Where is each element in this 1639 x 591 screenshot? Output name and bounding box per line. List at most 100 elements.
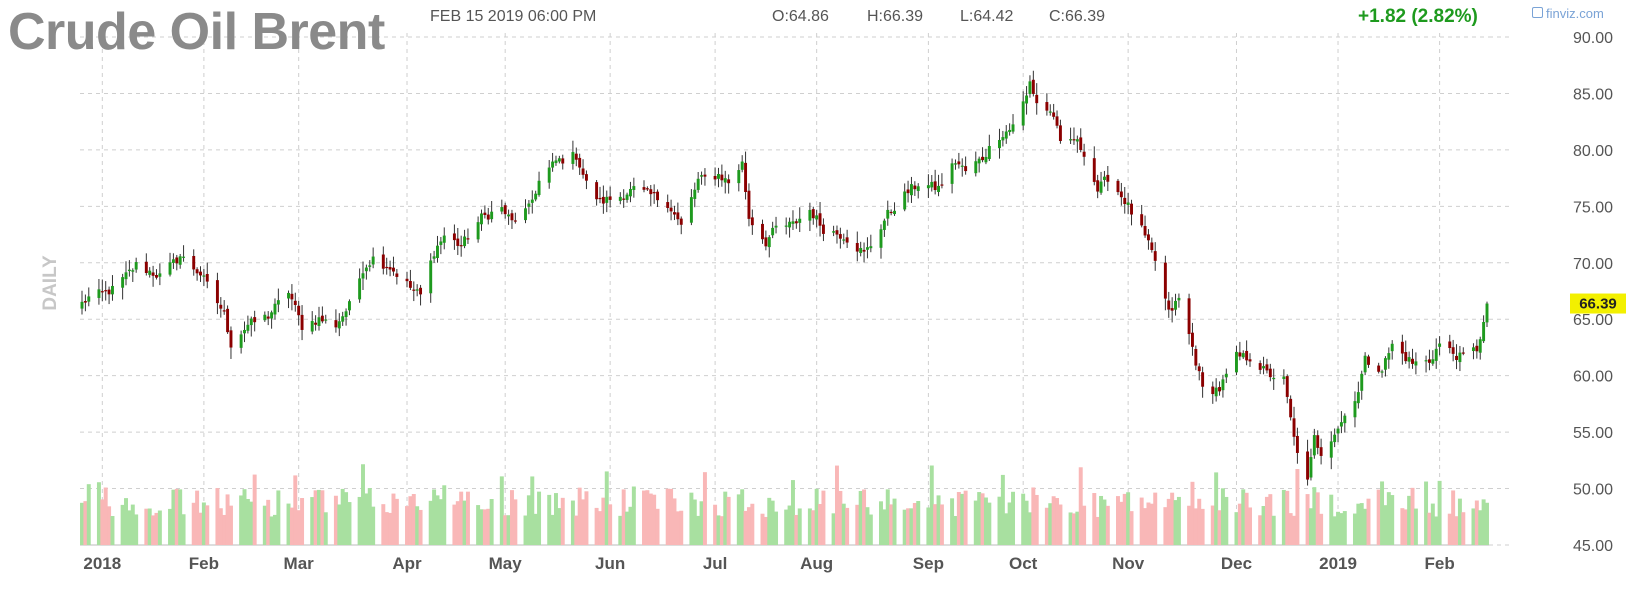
- candlestick: [1004, 125, 1008, 144]
- candlestick: [551, 152, 555, 172]
- candle-body-up: [127, 269, 131, 272]
- volume-bar-up: [736, 494, 741, 545]
- candle-body-down: [385, 266, 389, 269]
- candle-body-up: [121, 277, 125, 288]
- candlestick: [595, 180, 599, 206]
- candlestick: [744, 151, 748, 200]
- candlestick: [578, 153, 582, 175]
- volume-bar-down: [1143, 508, 1148, 545]
- volume-bar-up: [926, 507, 931, 545]
- candle-body-up: [1235, 351, 1238, 373]
- candle-body-down: [673, 212, 676, 215]
- candle-body-up: [886, 209, 890, 219]
- candlestick: [527, 200, 531, 215]
- candlestick: [392, 256, 395, 276]
- candle-body-up: [832, 231, 836, 233]
- volume-bar-up: [628, 506, 633, 545]
- candle-body-down: [1285, 376, 1289, 397]
- finviz-logo-icon: [1532, 7, 1543, 18]
- instrument-title: Crude Oil Brent: [8, 3, 385, 61]
- candle-body-up: [1001, 137, 1005, 141]
- candle-body-up: [1221, 379, 1225, 391]
- volume-bar-down: [1105, 505, 1110, 545]
- candlestick: [835, 225, 839, 244]
- candlestick: [598, 186, 602, 204]
- candlestick: [1475, 339, 1479, 359]
- candlestick: [571, 140, 575, 170]
- volume-bar-up: [865, 507, 870, 545]
- volume-bar-up: [1430, 503, 1435, 545]
- candlestick: [689, 189, 693, 226]
- volume-bar-down: [252, 474, 257, 545]
- candlestick: [1214, 378, 1218, 402]
- candlestick: [1431, 350, 1435, 366]
- candlestick: [679, 216, 683, 235]
- volume-bar-down: [1451, 490, 1456, 545]
- candle-body-up: [1438, 343, 1442, 347]
- candlesticks: [80, 70, 1489, 486]
- candlestick: [669, 199, 673, 221]
- x-tick-label: Jun: [595, 554, 625, 573]
- volume-bar-down: [1051, 496, 1056, 545]
- volume-bars: [80, 464, 1489, 545]
- candle-body-down: [1400, 341, 1404, 354]
- volume-bar-up: [1027, 512, 1032, 545]
- candlestick: [253, 310, 257, 332]
- candle-body-down: [608, 196, 612, 200]
- candlestick: [171, 253, 175, 269]
- candlestick: [1319, 438, 1323, 465]
- candlestick: [723, 170, 727, 194]
- candlestick: [865, 237, 869, 259]
- candlestick: [656, 189, 660, 207]
- volume-bar-up: [428, 500, 433, 545]
- candlestick: [1130, 199, 1133, 226]
- candle-body-up: [1360, 373, 1364, 391]
- candle-body-up: [243, 329, 246, 334]
- volume-bar-up: [902, 509, 907, 545]
- candle-body-up: [178, 256, 182, 265]
- candle-body-down: [1194, 349, 1198, 366]
- candlestick: [1363, 352, 1367, 376]
- volume-bar-up: [1173, 500, 1178, 545]
- candlestick: [1458, 345, 1462, 372]
- candlestick: [1333, 428, 1337, 448]
- volume-bar-up: [134, 514, 139, 545]
- volume-bar-up: [80, 502, 84, 545]
- candle-body-down: [1072, 139, 1076, 141]
- volume-bar-down: [394, 498, 399, 545]
- candle-body-up: [341, 316, 345, 322]
- candle-body-down: [100, 291, 104, 293]
- candle-body-up: [1336, 428, 1340, 434]
- last-price-label: 66.39: [1579, 296, 1617, 313]
- volume-bar-up: [1241, 489, 1246, 545]
- candlestick: [1339, 411, 1343, 434]
- candle-body-up: [767, 237, 771, 248]
- brand-link[interactable]: finviz.com: [1532, 6, 1604, 21]
- candlestick: [1377, 362, 1381, 374]
- volume-bar-up: [841, 503, 846, 545]
- candlestick: [300, 305, 304, 341]
- candlestick: [605, 190, 609, 213]
- volume-bar-up: [631, 486, 636, 545]
- candlestick: [507, 209, 511, 225]
- candlestick: [1387, 347, 1391, 369]
- candlestick: [134, 257, 138, 273]
- candle-body-down: [1096, 180, 1100, 192]
- candlestick: [1028, 75, 1032, 98]
- volume-bar-down: [719, 516, 724, 545]
- candle-body-down: [940, 184, 944, 186]
- candlestick: [246, 315, 250, 334]
- volume-bar-down: [1288, 513, 1293, 545]
- candlestick: [361, 261, 365, 291]
- volume-bar-down: [174, 488, 179, 545]
- volume-bar-down: [513, 499, 518, 545]
- volume-bar-down: [560, 497, 565, 545]
- candle-body-down: [1106, 174, 1110, 182]
- volume-bar-down: [821, 490, 826, 545]
- volume-bar-down: [956, 492, 961, 545]
- volume-bar-up: [1220, 488, 1225, 545]
- candlestick: [1116, 178, 1120, 196]
- volume-bar-down: [594, 507, 599, 545]
- candlestick: [1096, 174, 1100, 199]
- candle-body-up: [124, 272, 128, 280]
